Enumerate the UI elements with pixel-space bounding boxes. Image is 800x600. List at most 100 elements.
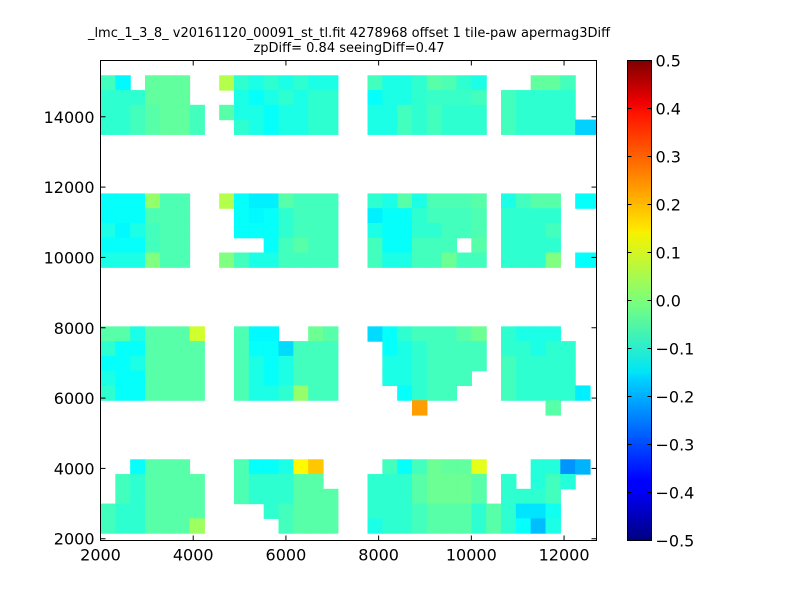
heatmap-cell: [278, 341, 294, 357]
heatmap-cell: [382, 222, 398, 239]
heatmap-cell: [382, 208, 398, 224]
heatmap-cell: [308, 222, 324, 239]
heatmap-cell: [174, 252, 191, 268]
heatmap-cell: [397, 252, 413, 268]
heatmap-cell: [115, 75, 131, 91]
heatmap-cell: [100, 90, 116, 106]
colorbar-ticks: 0.5 0.4 0.3 0.2 0.1 0.0 −0.1 −0.2 −0.3 −0.4 −0.5: [627, 52, 695, 551]
heatmap-cell: [323, 222, 339, 239]
heatmap-cell: [100, 75, 116, 91]
x-tick-label: 4000: [173, 546, 214, 565]
heatmap-cell: [426, 193, 443, 209]
heatmap-cell: [412, 400, 428, 416]
heatmap-cell: [293, 252, 309, 268]
heatmap-cell: [382, 326, 398, 342]
y-tick-label: 14000: [44, 108, 95, 127]
heatmap-cell: [426, 341, 443, 357]
heatmap-cell: [278, 503, 294, 519]
heatmap-cell: [115, 326, 131, 342]
heatmap-cell: [100, 119, 116, 135]
colorbar-tick-label: 0.1: [656, 244, 681, 263]
heatmap-cell: [145, 488, 161, 505]
heatmap-cell: [560, 459, 576, 475]
colorbar-tick-label: 0.5: [656, 52, 681, 71]
heatmap-cell: [263, 355, 280, 372]
heatmap-cell: [501, 222, 517, 239]
heatmap-cell: [174, 488, 191, 505]
heatmap-cell: [234, 90, 250, 106]
heatmap-cell: [308, 474, 324, 490]
heatmap-cell: [441, 488, 458, 505]
heatmap-cell: [441, 341, 458, 357]
heatmap-cell: [248, 459, 265, 475]
heatmap-cell: [441, 459, 458, 475]
y-tick-label: 12000: [44, 178, 95, 197]
x-tick-label: 8000: [358, 546, 399, 565]
heatmap-cell: [263, 503, 280, 519]
heatmap-cell: [100, 385, 116, 401]
heatmap-cell: [545, 518, 561, 534]
heatmap-cell: [530, 104, 547, 121]
heatmap-cell: [263, 252, 280, 268]
heatmap-cell: [471, 518, 487, 534]
heatmap-cell: [397, 503, 413, 519]
heatmap-cell: [219, 75, 235, 91]
heatmap-cell: [530, 222, 547, 239]
heatmap-cell: [115, 208, 131, 224]
heatmap-cell: [515, 208, 532, 224]
heatmap-cell: [441, 104, 458, 121]
heatmap-cell: [248, 341, 265, 357]
heatmap-cell: [441, 326, 458, 342]
colorbar-tick-label: 0.0: [656, 292, 681, 311]
heatmap-cell: [293, 90, 309, 106]
heatmap-cell: [382, 75, 398, 91]
heatmap-cell: [501, 119, 517, 135]
heatmap-cell: [501, 370, 517, 387]
heatmap-cell: [234, 488, 250, 505]
colorbar-tick-label: −0.3: [656, 436, 695, 455]
heatmap-cell: [545, 104, 561, 121]
heatmap-cell: [545, 90, 561, 106]
heatmap-cell: [100, 193, 116, 209]
heatmap-cell: [234, 104, 250, 121]
heatmap-cell: [397, 370, 413, 387]
heatmap-cell: [441, 355, 458, 372]
heatmap-cell: [397, 193, 413, 209]
heatmap-cell: [545, 119, 561, 135]
heatmap-cell: [515, 237, 532, 254]
heatmap-cell: [382, 503, 398, 519]
heatmap-cell: [515, 355, 532, 372]
heatmap-cell: [174, 75, 191, 91]
heatmap-cell: [471, 208, 487, 224]
heatmap-cell: [367, 252, 383, 268]
heatmap-cell: [159, 90, 176, 106]
heatmap-cell: [308, 341, 324, 357]
heatmap-cell: [278, 370, 294, 387]
heatmap-cell: [308, 385, 324, 401]
heatmap-cell: [560, 370, 576, 387]
heatmap-cell: [145, 252, 161, 268]
heatmap-cell: [397, 326, 413, 342]
heatmap-cell: [397, 119, 413, 135]
heatmap-cell: [397, 104, 413, 121]
heatmap-cell: [397, 341, 413, 357]
heatmap-cell: [234, 193, 250, 209]
heatmap-cell: [515, 370, 532, 387]
heatmap-cell: [412, 326, 428, 342]
colorbar-tick-label: 0.3: [656, 148, 681, 167]
heatmap-cell: [293, 222, 309, 239]
heatmap-cell: [412, 252, 428, 268]
heatmap-cell: [530, 459, 547, 475]
heatmap-cell: [501, 518, 517, 534]
heatmap-cell: [100, 503, 116, 519]
heatmap-cell: [115, 119, 131, 135]
heatmap-cell: [530, 518, 547, 534]
heatmap-cell: [308, 119, 324, 135]
heatmap-cell: [471, 488, 487, 505]
heatmap-cell: [382, 518, 398, 534]
heatmap-cell: [130, 488, 146, 505]
heatmap-cell: [293, 518, 309, 534]
plot-area-frame: [100, 60, 597, 541]
heatmap-cell: [545, 459, 561, 475]
x-tick-label: 6000: [266, 546, 307, 565]
